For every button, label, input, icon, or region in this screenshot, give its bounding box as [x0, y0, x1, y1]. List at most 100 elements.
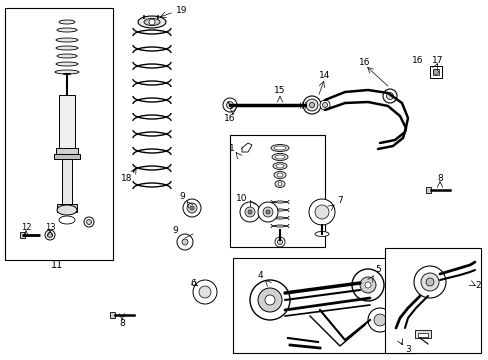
Text: 2: 2: [474, 280, 480, 289]
Circle shape: [186, 203, 197, 213]
Ellipse shape: [56, 46, 78, 50]
Ellipse shape: [57, 28, 77, 32]
Ellipse shape: [278, 182, 282, 186]
Text: 16: 16: [224, 113, 235, 122]
Ellipse shape: [272, 162, 286, 170]
Ellipse shape: [57, 54, 77, 58]
Text: 4: 4: [257, 270, 262, 279]
Circle shape: [433, 69, 438, 75]
Ellipse shape: [226, 102, 233, 108]
Circle shape: [249, 280, 289, 320]
Text: 8: 8: [119, 319, 124, 328]
Text: 9: 9: [179, 192, 184, 201]
Ellipse shape: [273, 171, 285, 179]
Circle shape: [351, 269, 383, 301]
Text: 8: 8: [436, 174, 442, 183]
Bar: [425, 187, 430, 193]
Ellipse shape: [223, 98, 237, 112]
Bar: [384, 248, 480, 353]
Ellipse shape: [382, 89, 396, 103]
Circle shape: [367, 308, 391, 332]
Text: 14: 14: [319, 71, 330, 80]
Ellipse shape: [277, 239, 282, 244]
Circle shape: [244, 207, 254, 217]
Text: 1: 1: [229, 144, 234, 153]
Circle shape: [240, 202, 260, 222]
Ellipse shape: [273, 146, 285, 150]
Circle shape: [364, 282, 370, 288]
Ellipse shape: [138, 16, 165, 28]
Circle shape: [247, 210, 251, 214]
Circle shape: [265, 210, 269, 214]
Ellipse shape: [276, 173, 283, 177]
Bar: [232, 258, 414, 353]
Ellipse shape: [59, 20, 75, 24]
Bar: [229, 135, 325, 247]
Circle shape: [199, 286, 210, 298]
Text: 5: 5: [374, 266, 380, 274]
Bar: [110, 312, 115, 318]
Text: 13: 13: [44, 222, 55, 231]
Ellipse shape: [314, 231, 328, 237]
Ellipse shape: [275, 164, 284, 168]
Circle shape: [373, 314, 385, 326]
Text: 11: 11: [51, 260, 63, 270]
Circle shape: [190, 206, 194, 210]
Circle shape: [182, 239, 187, 245]
Ellipse shape: [57, 205, 77, 215]
Text: 16: 16: [359, 58, 370, 67]
Ellipse shape: [149, 19, 155, 25]
Text: 12: 12: [20, 222, 31, 231]
Bar: [62, 159, 72, 204]
Text: 7: 7: [336, 195, 342, 204]
Circle shape: [258, 202, 278, 222]
Bar: [59, 95, 75, 150]
Bar: [432, 69, 438, 75]
Circle shape: [193, 280, 217, 304]
Circle shape: [314, 205, 328, 219]
Circle shape: [177, 234, 193, 250]
Bar: [54, 154, 80, 159]
Ellipse shape: [56, 38, 78, 42]
Ellipse shape: [86, 220, 91, 225]
Bar: [20, 232, 25, 238]
Ellipse shape: [271, 153, 287, 161]
Ellipse shape: [305, 99, 317, 111]
Bar: [57, 204, 77, 212]
Text: 17: 17: [431, 55, 443, 64]
Circle shape: [258, 288, 282, 312]
Circle shape: [359, 277, 375, 293]
Text: 16: 16: [411, 55, 423, 64]
Bar: [429, 66, 441, 78]
Text: 10: 10: [236, 194, 247, 202]
Bar: [417, 333, 427, 337]
Ellipse shape: [143, 18, 160, 26]
Ellipse shape: [386, 93, 393, 99]
Ellipse shape: [47, 233, 52, 238]
Ellipse shape: [319, 100, 329, 110]
Circle shape: [308, 199, 334, 225]
Text: 19: 19: [176, 5, 187, 14]
Ellipse shape: [303, 96, 320, 114]
Ellipse shape: [270, 144, 288, 152]
Bar: [5, 8, 113, 260]
Circle shape: [263, 207, 272, 217]
Bar: [414, 330, 430, 338]
Circle shape: [264, 295, 274, 305]
Ellipse shape: [59, 216, 75, 224]
Ellipse shape: [309, 103, 314, 108]
Ellipse shape: [84, 217, 94, 227]
Ellipse shape: [45, 230, 55, 240]
Ellipse shape: [322, 103, 327, 108]
Ellipse shape: [274, 237, 285, 247]
Text: 6: 6: [190, 279, 196, 288]
Circle shape: [183, 199, 201, 217]
Text: 18: 18: [121, 174, 132, 183]
Ellipse shape: [274, 155, 285, 159]
Circle shape: [413, 266, 445, 298]
Bar: [56, 148, 78, 156]
Text: 15: 15: [274, 86, 285, 95]
Text: 3: 3: [404, 346, 410, 355]
Ellipse shape: [56, 62, 78, 66]
Circle shape: [425, 278, 433, 286]
